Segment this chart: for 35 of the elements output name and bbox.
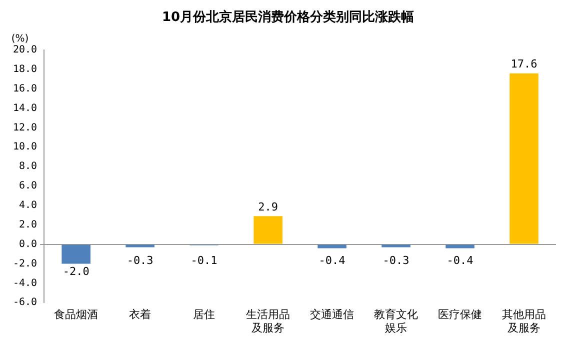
x-tick-label: 其他用品及服务: [502, 308, 546, 334]
y-tick-label: 2.0: [19, 219, 38, 230]
x-tick-label: 交通通信: [310, 308, 354, 322]
y-tick-label: 0.0: [19, 238, 38, 250]
y-tick-label: 4.0: [19, 200, 38, 212]
x-tick-label: 居住: [193, 308, 216, 322]
y-tick-label: -4.0: [12, 278, 38, 289]
data-label: -2.0: [62, 265, 90, 278]
y-tick-label: 16.0: [12, 83, 38, 94]
x-tick-label: 食品烟酒: [54, 308, 98, 322]
y-tick-label: 20.0: [12, 44, 38, 56]
x-tick-label: 衣着: [129, 308, 152, 322]
data-label: 17.6: [510, 58, 538, 71]
y-tick-label: 14.0: [12, 102, 38, 114]
y-tick-label: -2.0: [12, 258, 38, 270]
data-label: -0.3: [382, 254, 410, 268]
y-tick-label: 12.0: [12, 122, 38, 134]
y-axis-title: (%): [11, 34, 29, 45]
x-tick-label: 医疗保健: [438, 308, 482, 322]
y-tick-label: -6.0: [12, 297, 38, 308]
x-tick-label: 生活用品及服务: [246, 308, 290, 334]
y-tick-label: 18.0: [12, 64, 38, 76]
bar: [254, 216, 282, 244]
y-tick-label: 8.0: [19, 161, 38, 172]
chart-title: 10月份北京居民消费价格分类别同比涨跌幅: [160, 8, 416, 26]
y-tick-label: 10.0: [12, 142, 38, 153]
y-tick-label: 6.0: [19, 180, 38, 192]
data-label: -0.1: [190, 254, 218, 268]
bar: [62, 244, 90, 264]
data-label: -0.3: [126, 254, 154, 268]
bar: [510, 73, 538, 244]
data-label: 2.9: [258, 200, 278, 214]
data-label: -0.4: [318, 254, 346, 268]
data-label: -0.4: [446, 254, 474, 268]
x-tick-label: 教育文化娱乐: [374, 308, 418, 334]
